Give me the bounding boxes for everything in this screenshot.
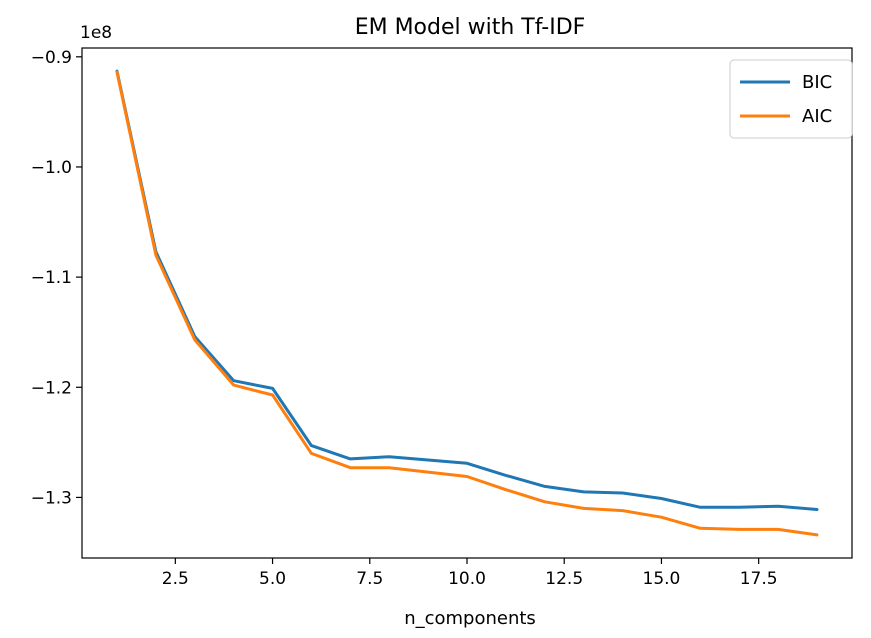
series-line-bic: [117, 71, 817, 509]
y-tick-label: −1.1: [31, 268, 72, 288]
x-axis-label: n_components: [404, 608, 536, 629]
y-tick-label: −1.0: [31, 158, 72, 178]
legend-box: [730, 60, 852, 138]
x-tick-label: 7.5: [356, 569, 383, 589]
x-tick-label: 15.0: [643, 569, 681, 589]
series-lines: [117, 71, 817, 535]
legend: BIC AIC: [730, 60, 852, 138]
y-tick-label: −1.2: [31, 378, 72, 398]
series-line-aic: [117, 72, 817, 535]
x-tick-label: 5.0: [259, 569, 286, 589]
y-axis: −0.9 −1.0 −1.1 −1.2 −1.3: [31, 48, 82, 509]
y-tick-label: −0.9: [31, 48, 72, 68]
legend-label-aic: AIC: [802, 106, 832, 127]
y-tick-label: −1.3: [31, 488, 72, 508]
y-offset-label: 1e8: [80, 23, 112, 43]
x-tick-label: 17.5: [740, 569, 778, 589]
x-tick-label: 2.5: [162, 569, 189, 589]
x-tick-label: 12.5: [545, 569, 583, 589]
legend-label-bic: BIC: [802, 72, 832, 93]
x-tick-label: 10.0: [448, 569, 486, 589]
x-axis: 2.5 5.0 7.5 10.0 12.5 15.0 17.5: [162, 558, 778, 589]
chart-title: EM Model with Tf-IDF: [355, 15, 586, 40]
